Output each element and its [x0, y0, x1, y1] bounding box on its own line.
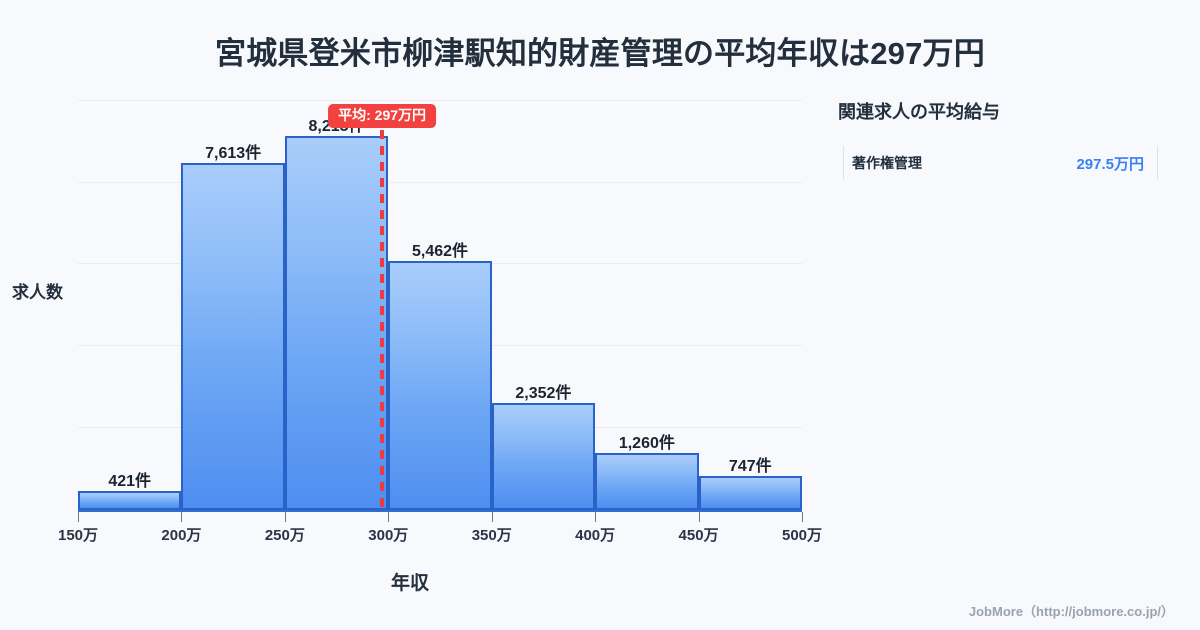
histogram-bar	[284, 135, 389, 510]
x-axis-tick	[388, 512, 390, 522]
average-badge: 平均: 297万円	[328, 104, 437, 129]
y-axis-title: 求人数	[12, 283, 63, 302]
x-axis-tick-label: 300万	[368, 527, 409, 544]
related-salary-panel: 関連求人の平均給与 著作権管理 297.5万円	[838, 98, 1168, 180]
bar-value-label: 7,613件	[205, 145, 262, 163]
related-salary-name: 著作権管理	[852, 155, 922, 171]
histogram-bar	[698, 475, 802, 510]
x-axis-tick-label: 500万	[781, 527, 823, 544]
related-salary-row: 著作権管理 297.5万円	[838, 146, 1158, 180]
bar-value-label: 421件	[108, 472, 152, 490]
footer-credit: JobMore（http://jobmore.co.jp/）	[968, 604, 1174, 619]
x-axis-tick	[802, 512, 803, 522]
histogram-bar	[388, 261, 492, 510]
bar-value-label: 2,352件	[515, 384, 572, 402]
x-axis-tick-label: 350万	[471, 527, 512, 544]
histogram-bar	[491, 402, 596, 510]
x-axis-tick	[284, 512, 286, 522]
x-axis-baseline	[78, 510, 802, 512]
bar-value-label: 1,260件	[618, 434, 675, 452]
average-line	[380, 130, 385, 510]
bar-value-label: 5,462件	[411, 243, 469, 261]
gridline	[78, 182, 802, 183]
related-salary-list: 著作権管理 297.5万円	[838, 146, 1168, 180]
related-salary-heading: 関連求人の平均給与	[838, 102, 1000, 122]
gridline	[78, 100, 802, 101]
histogram-bar	[595, 452, 699, 510]
x-axis-tick	[595, 512, 597, 522]
x-axis-tick	[698, 512, 700, 522]
x-axis-tick-label: 150万	[57, 527, 99, 544]
related-salary-value: 297.5万円	[1076, 155, 1144, 173]
page-title: 宮城県登米市柳津駅知的財産管理の平均年収は297万円	[215, 36, 985, 71]
x-axis-tick	[491, 512, 493, 522]
x-axis-tick	[181, 512, 183, 522]
x-axis-tick	[78, 512, 79, 522]
x-axis-tick-label: 450万	[678, 527, 719, 544]
x-axis-title: 年収	[390, 573, 429, 594]
x-axis-tick-label: 200万	[161, 527, 202, 544]
histogram-bar	[181, 163, 285, 510]
histogram-bar	[78, 490, 182, 510]
x-axis-tick-label: 250万	[264, 527, 305, 544]
x-axis-tick-label: 400万	[575, 527, 616, 544]
bar-value-label: 747件	[728, 457, 772, 475]
